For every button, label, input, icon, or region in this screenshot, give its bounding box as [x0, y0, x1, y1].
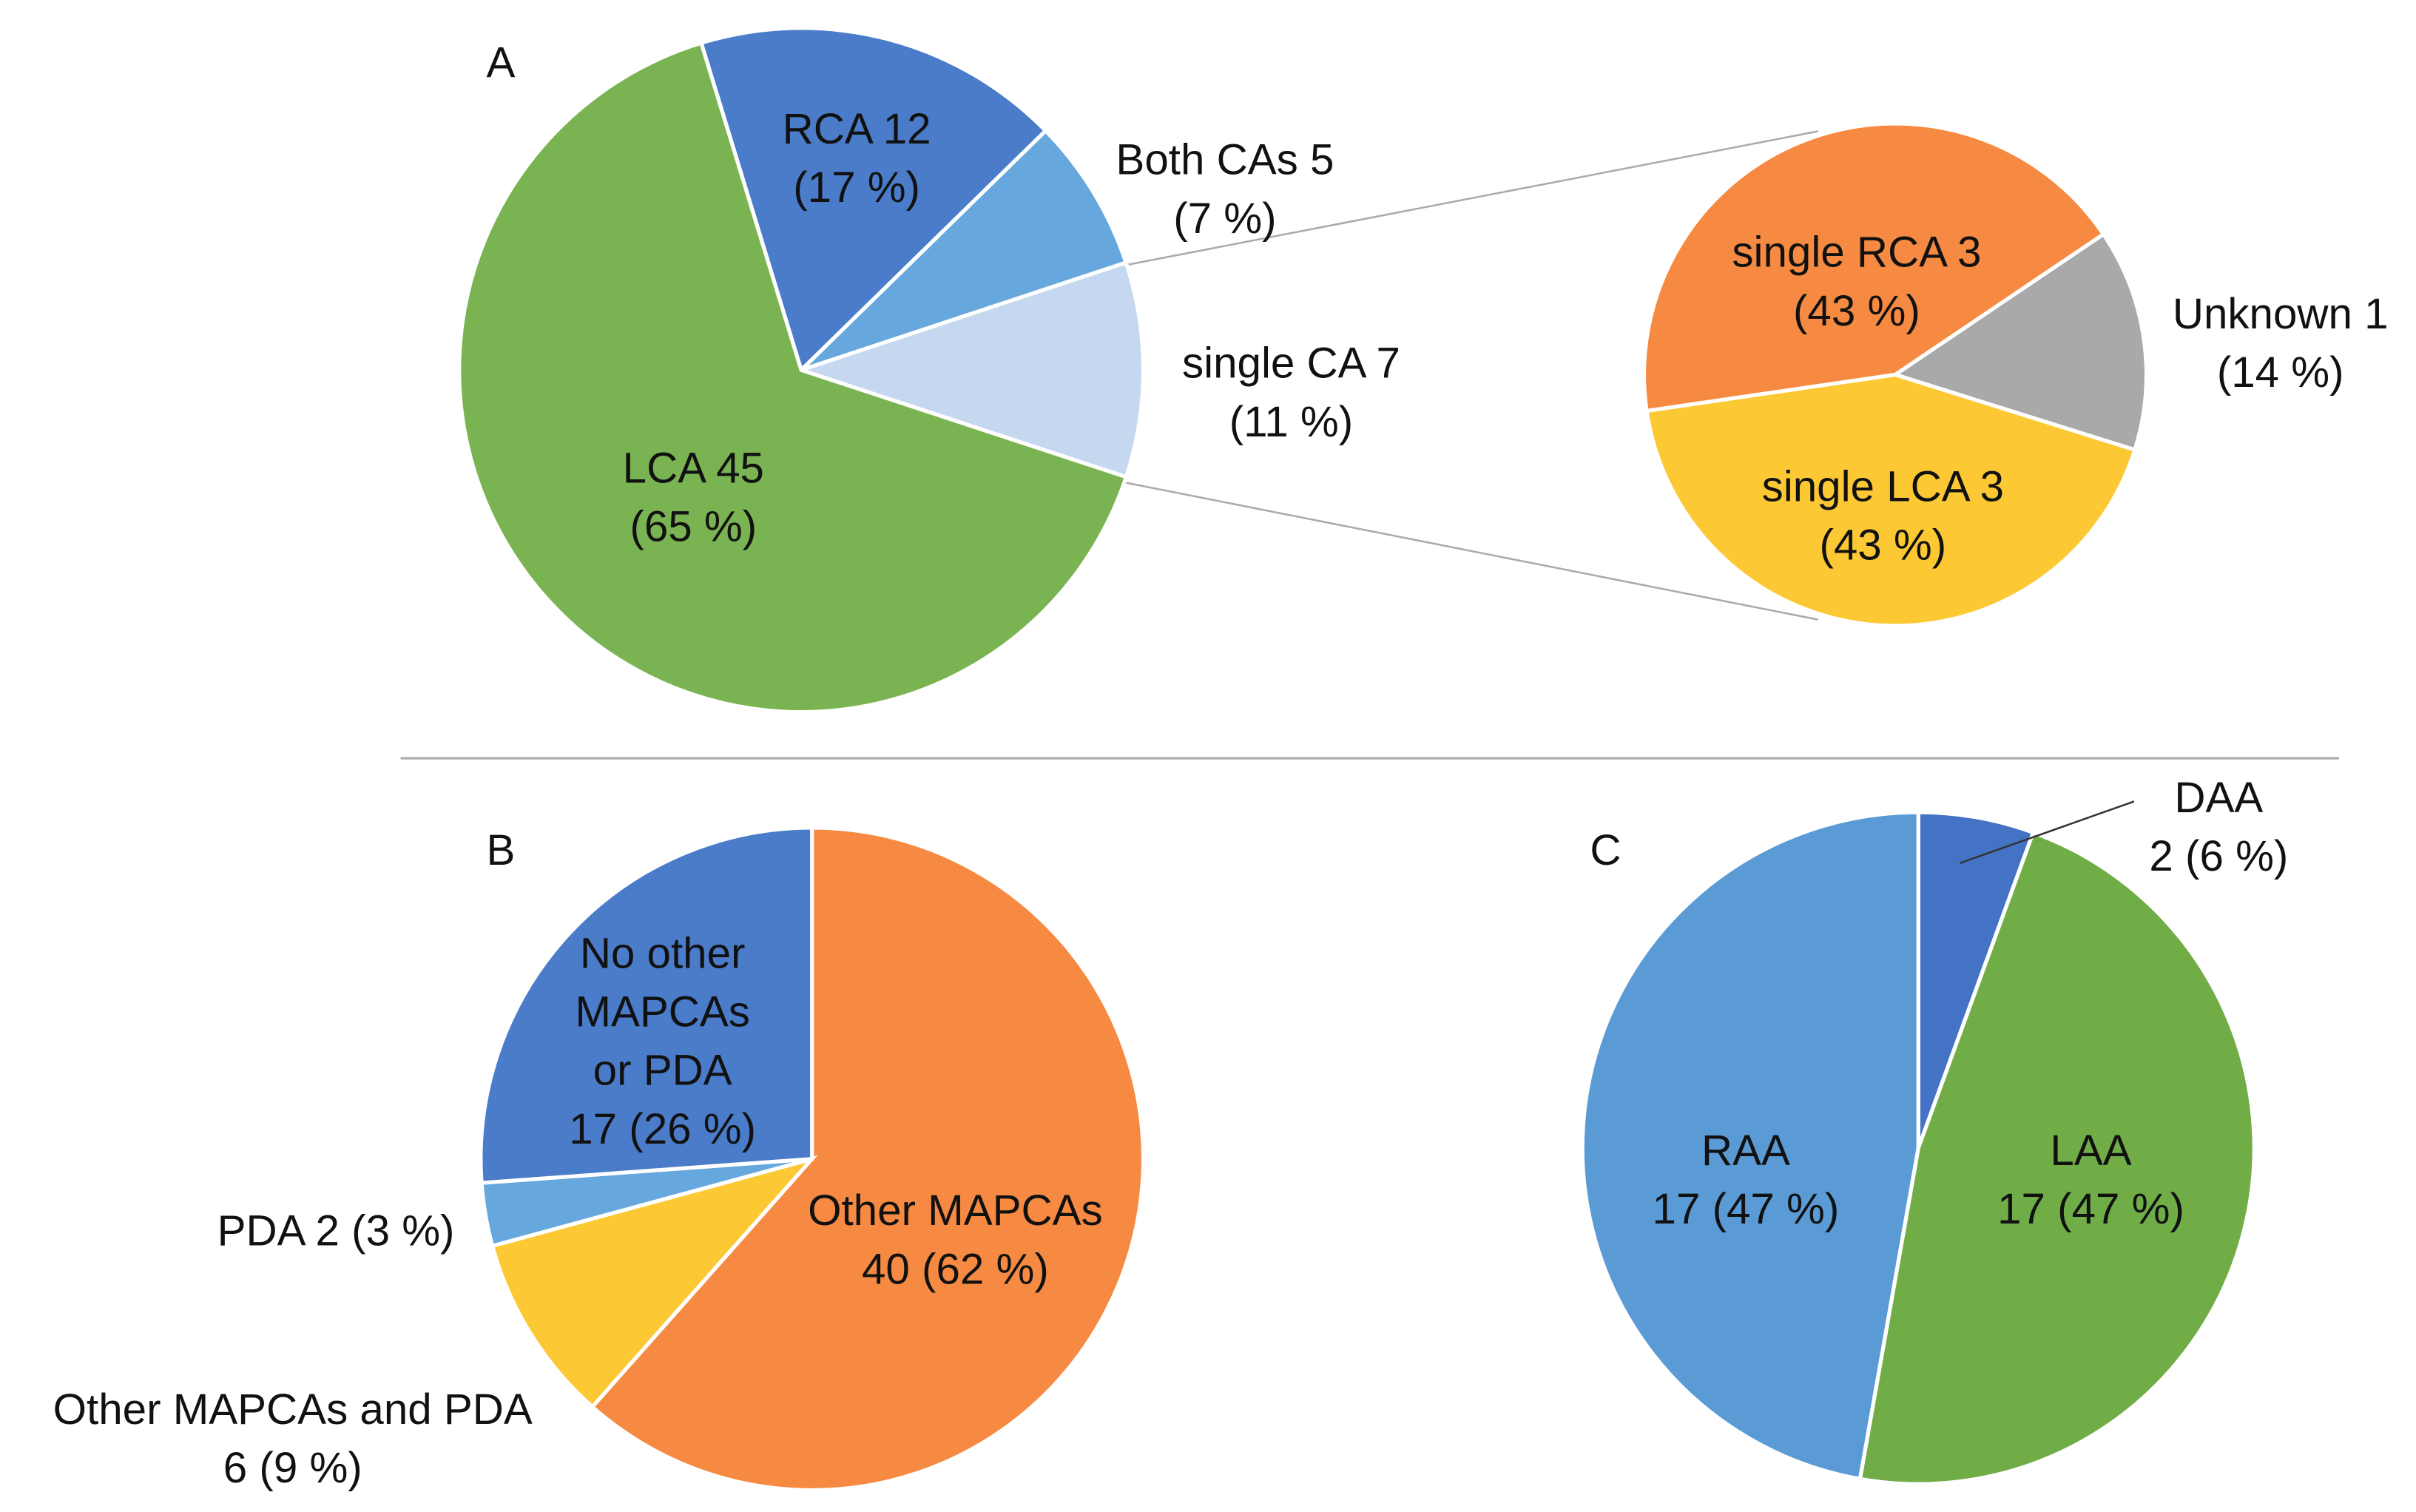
slice-label-line: 40 (62 %) [862, 1245, 1049, 1293]
slice-label: single RCA 3 (43 %) [1732, 229, 1981, 335]
slice-label: single CA 7 (11 %) [1182, 340, 1400, 446]
slice-label: RCA 12 (17 %) [783, 105, 931, 212]
slice-label-line: Other MAPCAs [808, 1187, 1103, 1235]
slice-label-line: 2 (6 %) [2149, 832, 2288, 880]
slice-label-line: (17 %) [793, 163, 920, 212]
slice-label-line: No other [580, 929, 746, 977]
breakdown-connector-top [1124, 130, 1819, 266]
slice-label-line: MAPCAs [575, 988, 750, 1036]
slice-label: PDA 2 (3 %) [217, 1206, 455, 1255]
slice-label-line: DAA [2174, 774, 2263, 822]
slice-label: No other MAPCAs or PDA 17 (26 %) [569, 929, 756, 1152]
slice-label-line: 17 (47 %) [1997, 1185, 2184, 1233]
pie-slice [590, 826, 1146, 1493]
panel-letter: C [1590, 826, 1621, 874]
slice-label: Other MAPCAs 40 (62 %) [808, 1187, 1103, 1293]
breakdown-connector-bottom [1116, 479, 1819, 621]
slice-label-line: (65 %) [630, 502, 757, 550]
slice-label-line: (43 %) [1819, 521, 1946, 569]
slice-label-line: (7 %) [1173, 195, 1276, 243]
panel-letter: B [486, 826, 515, 874]
slice-label-line: Unknown 1 [2173, 290, 2389, 338]
pie-slice [1580, 810, 1920, 1482]
pie-a: RCA 12 (17 %) Both CAs 5 (7 %) single CA 7 (1… [457, 26, 1400, 715]
slice-label: LCA 45 (65 %) [623, 444, 764, 550]
pie-b: Other MAPCAs 40 (62 %) Other MAPCAs and PD… [53, 826, 1146, 1493]
pie-slice [490, 1155, 818, 1410]
slice-label-line: LAA [2050, 1127, 2131, 1175]
pie-slice [698, 26, 1049, 374]
slice-label-line: LCA 45 [623, 444, 764, 492]
slice-label-line: (11 %) [1229, 398, 1353, 446]
slice-label-line: single CA 7 [1182, 340, 1400, 388]
slice-label: Unknown 1 (14 %) [2173, 290, 2389, 396]
slice-label: RAA 17 (47 %) [1653, 1127, 1840, 1233]
pie-slice [1891, 232, 2149, 453]
slice-label-line: single LCA 3 [1762, 462, 2004, 510]
slice-label-line: 17 (47 %) [1653, 1185, 1840, 1233]
slice-label: LAA 17 (47 %) [1997, 1127, 2184, 1233]
pie-slice [800, 128, 1129, 372]
pie-slice [1857, 830, 2256, 1486]
slice-label-line: PDA 2 (3 %) [217, 1206, 455, 1255]
pie-slice [1644, 372, 2138, 628]
slice-label: single LCA 3 (43 %) [1762, 462, 2004, 569]
pie-slice [457, 40, 1129, 715]
slice-label: Other MAPCAs and PDA 6 (9 %) [53, 1386, 533, 1492]
slice-label-line: (43 %) [1793, 287, 1920, 335]
leader-lines [1116, 130, 1819, 621]
pie-slice [794, 260, 1146, 480]
slice-label-line: single RCA 3 [1732, 229, 1981, 277]
daa-leader-line [1960, 800, 2135, 864]
slice-label-line: RAA [1701, 1127, 1790, 1175]
pie-slice [479, 826, 814, 1185]
slice-label: DAA 2 (6 %) [2149, 774, 2288, 880]
slice-label-line: (14 %) [2217, 348, 2344, 396]
panel-letter: A [486, 38, 515, 87]
slice-label-line: 17 (26 %) [569, 1105, 756, 1153]
slice-label-line: Other MAPCAs and PDA [53, 1386, 533, 1434]
slice-label-line: or PDA [593, 1047, 732, 1095]
pie-c: DAA 2 (6 %) LAA 17 (47 %) RAA 17 (47 %) C [1580, 774, 2288, 1486]
slice-label-line: Both CAs 5 [1116, 136, 1334, 184]
pie-slice [1641, 121, 2107, 414]
slice-label-line: 6 (9 %) [223, 1444, 362, 1492]
slice-label-line: RCA 12 [783, 105, 931, 153]
slice-label: Both CAs 5 (7 %) [1116, 136, 1334, 243]
pie-a-breakdown: Unknown 1 (14 %)single LCA 3 (43 %)single … [1641, 121, 2389, 628]
